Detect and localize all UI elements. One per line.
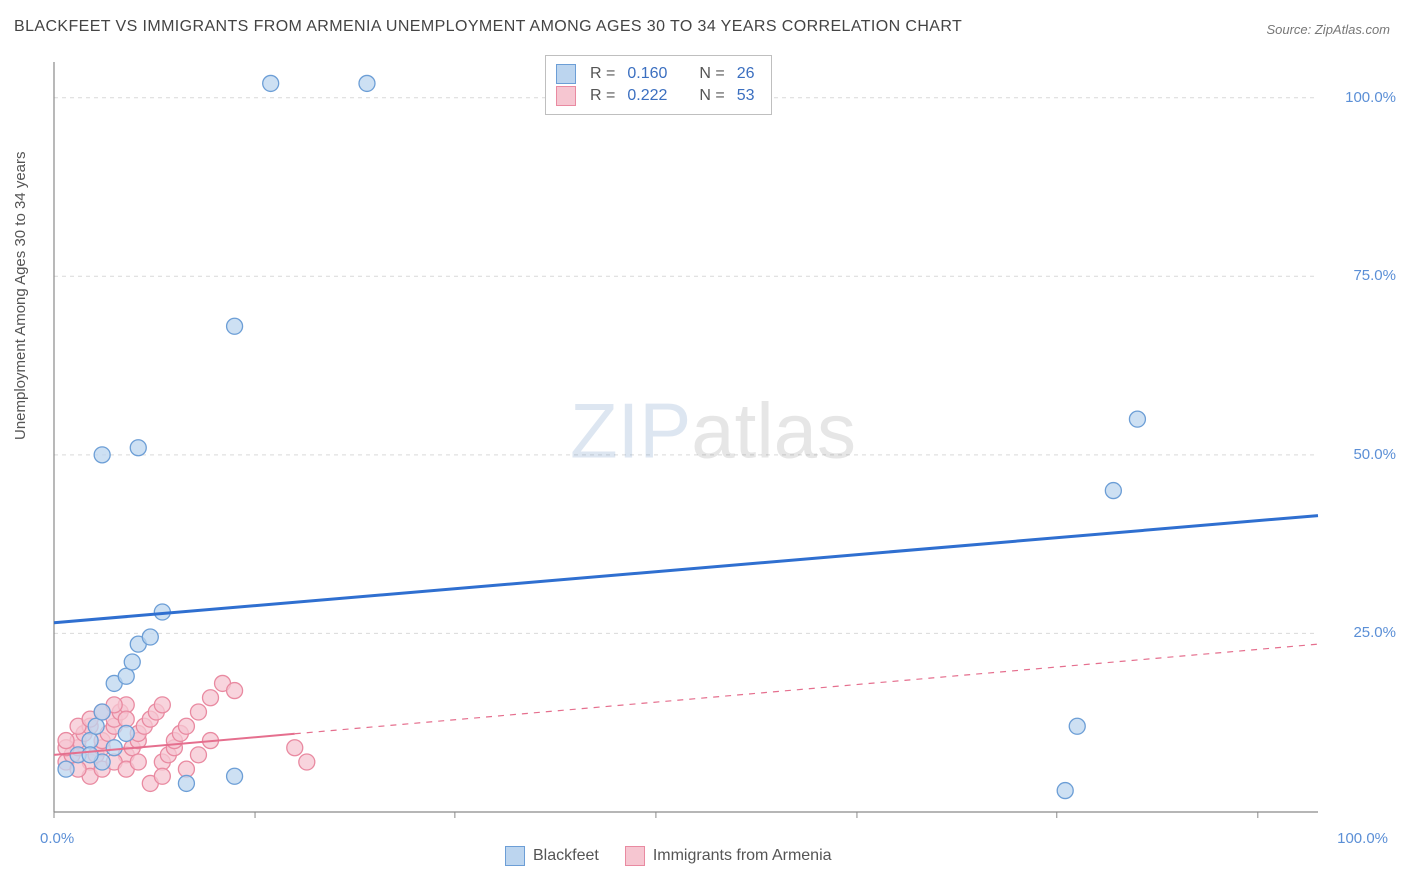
legend-item-blackfeet: Blackfeet bbox=[505, 846, 599, 866]
y-tick-label: 50.0% bbox=[1353, 446, 1396, 463]
legend-label: Blackfeet bbox=[533, 847, 599, 865]
chart-container: BLACKFEET VS IMMIGRANTS FROM ARMENIA UNE… bbox=[0, 0, 1406, 892]
source-label: Source: ZipAtlas.com bbox=[1266, 22, 1390, 37]
r-value: 0.222 bbox=[627, 87, 667, 105]
n-value: 26 bbox=[737, 65, 755, 83]
bottom-legend: Blackfeet Immigrants from Armenia bbox=[505, 846, 832, 866]
n-label: N = bbox=[699, 65, 724, 83]
y-tick-label: 75.0% bbox=[1353, 267, 1396, 284]
r-label: R = bbox=[590, 65, 615, 83]
r-value: 0.160 bbox=[627, 65, 667, 83]
stat-row-blackfeet: R = 0.160 N = 26 bbox=[556, 64, 757, 84]
stat-row-armenia: R = 0.222 N = 53 bbox=[556, 86, 757, 106]
plot-area: ZIPatlas bbox=[48, 52, 1378, 842]
x-tick-label: 100.0% bbox=[1337, 830, 1388, 847]
n-value: 53 bbox=[737, 87, 755, 105]
swatch-icon bbox=[556, 64, 576, 84]
n-label: N = bbox=[699, 87, 724, 105]
legend-item-armenia: Immigrants from Armenia bbox=[625, 846, 832, 866]
scatter-svg bbox=[48, 52, 1378, 842]
stat-legend: R = 0.160 N = 26 R = 0.222 N = 53 bbox=[545, 55, 772, 115]
chart-title: BLACKFEET VS IMMIGRANTS FROM ARMENIA UNE… bbox=[14, 18, 962, 36]
legend-label: Immigrants from Armenia bbox=[653, 847, 832, 865]
r-label: R = bbox=[590, 87, 615, 105]
x-tick-label: 0.0% bbox=[40, 830, 74, 847]
swatch-icon bbox=[625, 846, 645, 866]
swatch-icon bbox=[556, 86, 576, 106]
swatch-icon bbox=[505, 846, 525, 866]
y-tick-label: 100.0% bbox=[1345, 89, 1396, 106]
y-tick-label: 25.0% bbox=[1353, 624, 1396, 641]
y-axis-label: Unemployment Among Ages 30 to 34 years bbox=[12, 151, 29, 440]
